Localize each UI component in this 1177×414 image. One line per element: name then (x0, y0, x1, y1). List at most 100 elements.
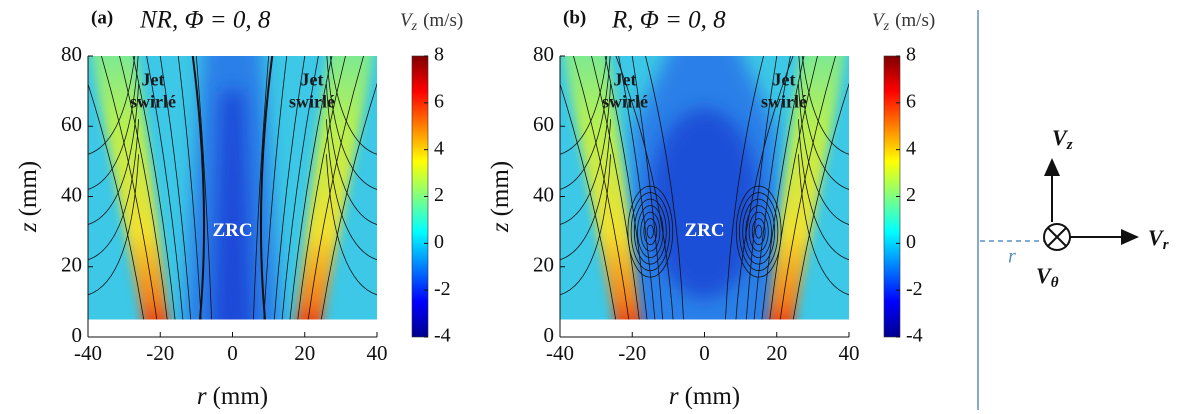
colorbar-tick-label: 0 (434, 231, 444, 253)
streamline (273, 56, 306, 320)
panel-title: R, Φ = 0, 8 (611, 7, 726, 34)
colorbar-tick-label: -2 (434, 278, 451, 300)
streamline (191, 56, 206, 320)
streamline (289, 56, 333, 320)
annotation: ZRC (212, 220, 252, 241)
colorbar-tick-label: 6 (906, 90, 916, 112)
y-axis-label: z(mm) (15, 161, 42, 233)
y-axis-label: z(mm) (487, 161, 514, 233)
streamline (88, 82, 145, 320)
streamline (326, 154, 377, 296)
y-tick-label: 20 (533, 253, 554, 277)
streamline (798, 84, 849, 225)
streamline (560, 154, 611, 296)
streamline (88, 56, 139, 190)
annotation: swirlé (130, 91, 176, 111)
streamline (618, 56, 656, 320)
vortex-line (745, 205, 772, 259)
streamline (573, 56, 630, 320)
streamline (560, 84, 611, 225)
streamline (779, 56, 836, 320)
field-core (211, 91, 254, 320)
streamline (88, 119, 139, 261)
annotation: Jet (614, 69, 637, 89)
theta-cross (1047, 227, 1067, 247)
vortex-line (640, 211, 661, 252)
y-tick-label: 80 (61, 42, 82, 66)
streamline (745, 56, 778, 320)
x-axis-label: r (mm) (669, 383, 740, 410)
colorbar-label: Vz (m/s) (400, 10, 463, 34)
streamline (88, 84, 139, 225)
streamline (604, 56, 648, 320)
colorbar-tick-label: -4 (434, 325, 451, 347)
vortex-line (739, 192, 779, 272)
streamline (798, 56, 849, 190)
y-tick-label: 40 (61, 182, 82, 206)
streamline (761, 56, 805, 320)
streamlines (88, 56, 377, 320)
x-tick-label: -40 (546, 341, 574, 365)
colorbar-tick-label: 2 (434, 184, 444, 206)
streamline (560, 56, 611, 190)
colorbar-label: Vz (m/s) (872, 10, 935, 34)
streamline (320, 82, 377, 320)
streamline (753, 56, 791, 320)
streamline (252, 56, 270, 320)
colorbar-tick-label: 8 (906, 44, 916, 66)
streamline (798, 154, 849, 296)
vortex-line (630, 192, 670, 272)
streamline (177, 56, 202, 320)
colorbar-tick-label: 0 (906, 231, 916, 253)
vortex-line (748, 211, 769, 252)
streamline (560, 82, 617, 320)
colorbar-tick-label: 4 (906, 137, 916, 159)
streamline (735, 56, 794, 320)
streamline (725, 56, 764, 320)
y-tick-label: 20 (61, 253, 82, 277)
x-tick-label: 40 (839, 341, 860, 365)
vortex-line (633, 198, 667, 265)
streamline (307, 56, 364, 320)
streamline (798, 119, 849, 261)
coordinate-diagram: r Vz Vr Vθ (977, 10, 1169, 410)
colorbar-tick-label: 2 (906, 184, 916, 206)
annotation: ZRC (684, 220, 724, 241)
vortex-line (751, 218, 766, 246)
streamline (326, 119, 377, 261)
panel-title: NR, Φ = 0, 8 (139, 7, 271, 34)
x-tick-label: -20 (146, 341, 174, 365)
streamlines (560, 56, 849, 320)
streamline (615, 56, 674, 320)
streamline (631, 56, 664, 320)
velocity-field (88, 56, 377, 320)
field-core (649, 108, 760, 299)
streamline (195, 56, 213, 320)
streamline (132, 56, 176, 320)
colorbar-tick-label: -2 (906, 278, 923, 300)
y-tick-label: 0 (72, 323, 83, 347)
streamline (159, 56, 192, 320)
vortex-line (735, 185, 782, 278)
streamline (792, 82, 849, 320)
y-tick-label: 40 (533, 182, 554, 206)
x-tick-label: -20 (618, 341, 646, 365)
streamline (329, 56, 377, 155)
vortex-line (627, 185, 674, 278)
streamline (101, 56, 158, 320)
streamline (281, 56, 319, 320)
x-axis-label: r (mm) (197, 383, 268, 410)
annotation: Jet (772, 69, 795, 89)
y-tick-label: 0 (544, 323, 555, 347)
x-tick-label: 0 (227, 341, 238, 365)
streamline (326, 56, 377, 190)
streamline (259, 56, 274, 320)
panel-label: (a) (91, 7, 113, 28)
annotation: swirlé (761, 91, 807, 111)
colorbar-tick-label: 4 (434, 137, 444, 159)
annotation: Jet (300, 69, 323, 89)
x-tick-label: 0 (699, 341, 710, 365)
streamline (297, 56, 346, 320)
